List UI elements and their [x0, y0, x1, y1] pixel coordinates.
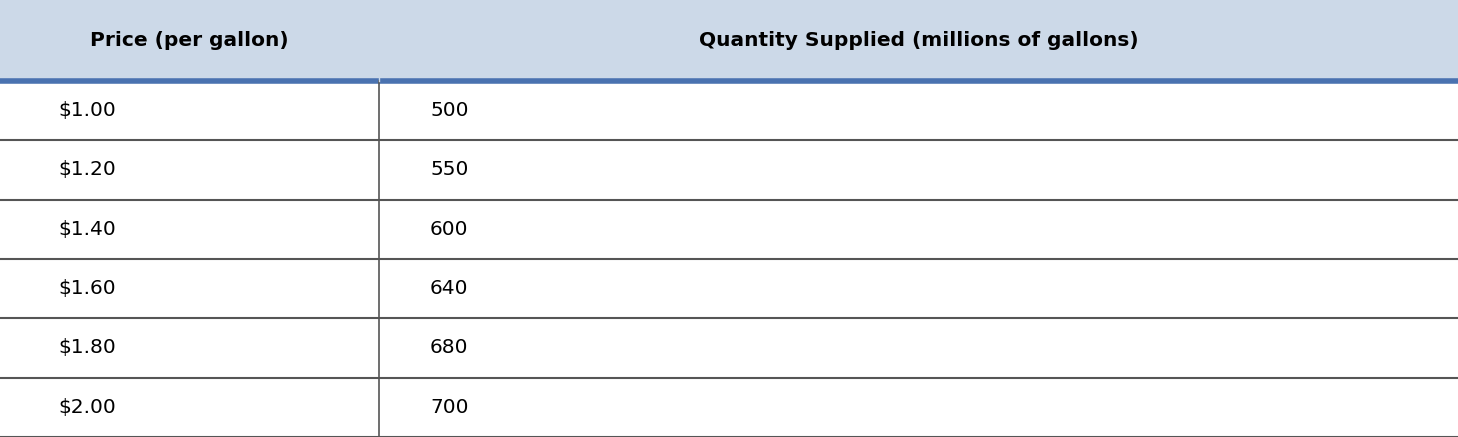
Text: 640: 640 — [430, 279, 468, 298]
Bar — [0, 259, 1458, 318]
Bar — [0, 318, 1458, 378]
Text: 700: 700 — [430, 398, 468, 417]
Text: Price (per gallon): Price (per gallon) — [90, 31, 289, 50]
Text: Quantity Supplied (millions of gallons): Quantity Supplied (millions of gallons) — [698, 31, 1139, 50]
Text: $1.20: $1.20 — [58, 160, 117, 179]
Text: $1.40: $1.40 — [58, 220, 117, 239]
Text: 680: 680 — [430, 339, 468, 357]
Text: 500: 500 — [430, 101, 468, 120]
Text: 550: 550 — [430, 160, 468, 179]
Text: $1.80: $1.80 — [58, 339, 117, 357]
Text: $1.60: $1.60 — [58, 279, 117, 298]
Bar — [0, 0, 1458, 81]
Bar — [0, 378, 1458, 437]
Text: $1.00: $1.00 — [58, 101, 117, 120]
Text: $2.00: $2.00 — [58, 398, 117, 417]
Text: 600: 600 — [430, 220, 468, 239]
Bar — [0, 200, 1458, 259]
Bar — [0, 140, 1458, 200]
Bar — [0, 81, 1458, 140]
